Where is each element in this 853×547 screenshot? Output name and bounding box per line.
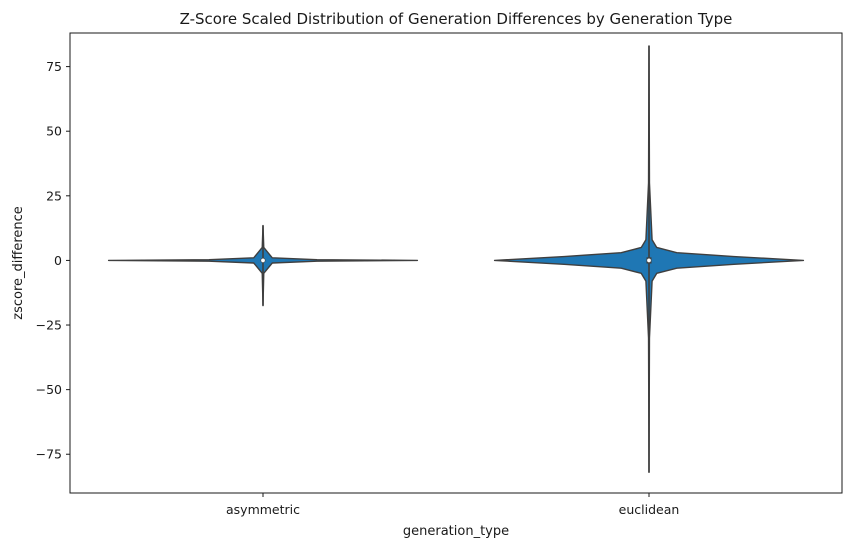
- y-tick-label: 25: [46, 188, 62, 203]
- y-tick-label: −25: [36, 318, 62, 333]
- violin-median-euclidean: [646, 257, 652, 263]
- y-tick-label: 75: [46, 59, 62, 74]
- x-axis: asymmetric euclidean: [226, 493, 679, 517]
- y-tick-label: 50: [46, 124, 62, 139]
- y-axis: −75 −50 −25 0 25 50 75: [36, 59, 70, 462]
- chart-title: Z-Score Scaled Distribution of Generatio…: [180, 10, 733, 28]
- y-axis-label: zscore_difference: [11, 206, 26, 320]
- x-tick-label: asymmetric: [226, 502, 300, 517]
- x-tick-label: euclidean: [619, 502, 680, 517]
- axes-frame: [69, 32, 843, 494]
- violin-median-asymmetric: [260, 257, 266, 263]
- y-tick-label: −50: [36, 382, 62, 397]
- y-tick-label: −75: [36, 447, 62, 462]
- x-axis-label: generation_type: [403, 524, 509, 539]
- y-tick-label: 0: [54, 253, 62, 268]
- plot-area: [107, 45, 805, 474]
